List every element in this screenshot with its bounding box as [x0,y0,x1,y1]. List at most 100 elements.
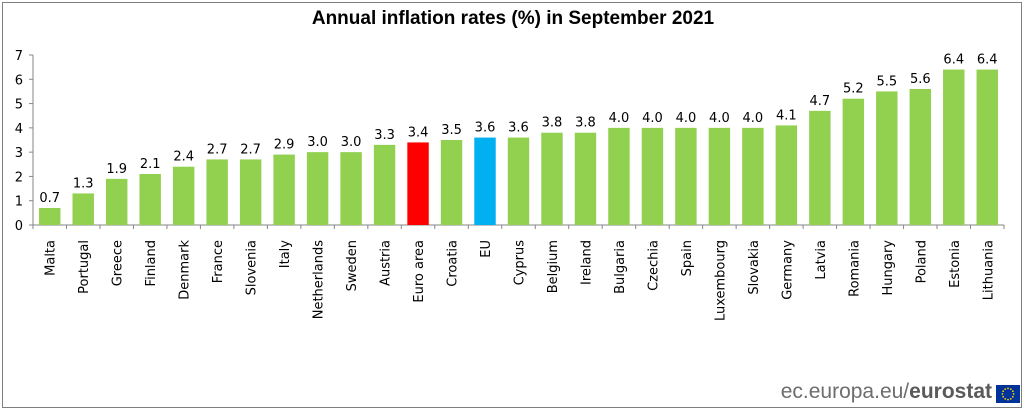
bar-bulgaria [608,127,630,225]
bar-croatia [440,140,463,225]
value-label: 4.0 [642,111,663,126]
y-tick-label: 3 [15,146,23,161]
bar-netherlands [306,152,329,225]
y-tick-label: 0 [15,219,23,234]
bar-luxembourg [708,127,731,225]
bar-romania [842,98,865,225]
bar-malta [39,208,61,225]
category-label: Finland [144,240,159,286]
category-label: Czechia [646,240,661,291]
value-label: 3.4 [408,125,429,140]
category-label: Belgium [546,240,561,293]
eu-flag-star [1011,395,1014,398]
category-label: France [211,240,226,283]
bar-ireland [574,132,597,225]
eu-flag-star [1002,395,1005,398]
axes: 0 1 2 3 4 5 6 7 [15,49,1005,234]
value-label: 4.1 [776,108,797,123]
category-label: Bulgaria [613,240,628,294]
value-label: 2.1 [140,157,161,172]
value-label: 3.8 [575,116,596,131]
bar-spain [675,127,697,225]
bar-eu [474,137,496,225]
category-label: Estonia [948,240,963,288]
source-prefix: ec.europa.eu/ [780,380,910,403]
category-label: Luxembourg [713,240,728,321]
category-label: Lithuania [981,240,996,300]
value-label: 2.4 [173,150,194,165]
chart-title: Annual inflation rates (%) in September … [311,8,715,29]
y-tick-label: 1 [15,195,23,210]
value-label: 2.7 [240,142,261,157]
bar-italy [273,154,295,225]
eu-flag-star [1012,393,1015,395]
y-tick-label: 6 [15,73,23,88]
eu-flag-stars [1001,387,1015,401]
value-label: 0.7 [39,191,60,206]
category-label: Netherlands [312,240,327,319]
bar-cyprus [507,137,530,225]
category-label: Cyprus [513,240,528,286]
eu-flag-star [1001,393,1004,395]
eu-flag-star [1004,397,1007,400]
bar-denmark [172,166,195,225]
y-tick-label: 5 [15,98,23,113]
eu-flag-star [1007,398,1009,401]
bar-hungary [876,91,898,225]
category-label: Italy [278,240,293,269]
category-label: Denmark [178,240,193,300]
bar-sweden [340,152,362,225]
bar-belgium [541,132,563,225]
value-label: 5.2 [843,82,864,97]
bar-poland [909,89,932,225]
bar-lithuania [976,69,998,225]
source-credit[interactable]: ec.europa.eu/eurostat [781,380,992,404]
bars [39,69,998,225]
value-label: 2.7 [207,142,228,157]
bar-latvia [809,110,831,225]
category-label: Slovenia [245,240,260,295]
category-label: Slovakia [747,240,762,295]
category-label: Romania [847,240,862,297]
category-label: Austria [379,240,394,286]
value-label: 4.0 [743,111,764,126]
category-label: Ireland [579,240,594,285]
category-label: Germany [780,240,795,300]
value-label: 5.6 [910,72,931,87]
value-label: 4.0 [609,111,630,126]
category-label: Sweden [345,240,360,291]
value-label: 2.9 [274,138,295,153]
value-label: 3.6 [475,121,496,136]
eu-flag-star [1009,397,1012,400]
value-label: 3.0 [307,135,328,150]
bar-slovenia [239,159,262,225]
eu-flag-icon [996,385,1020,403]
value-label: 3.0 [341,135,362,150]
value-labels: 0.7 1.3 1.9 2.1 2.4 2.7 2.7 2.9 3.0 3.0 3.3 3.4 3.5 3… [39,53,997,206]
bar-austria [373,144,396,225]
category-label: Portugal [77,240,92,294]
bar-portugal [72,193,94,225]
bar-euro-area [407,142,429,225]
value-label: 3.5 [441,123,462,138]
category-labels: Malta Portugal Greece Finland Denmark France S… [44,240,997,321]
category-label: Spain [680,240,695,276]
eu-flag-background [996,385,1020,403]
eu-flag-star [1009,388,1012,391]
bar-finland [139,174,161,225]
bar-germany [775,125,798,225]
bar-slovakia [742,127,764,225]
value-label: 3.8 [542,116,563,131]
category-label: EU [479,240,494,258]
category-label: Poland [914,240,929,283]
bar-france [206,159,228,225]
value-label: 3.3 [374,128,395,143]
value-label: 3.6 [508,121,529,136]
category-label: Malta [44,240,59,276]
y-tick-label: 2 [15,170,23,185]
source-brand: eurostat [909,380,992,403]
category-label: Greece [111,240,126,286]
eu-flag-star [1002,390,1005,393]
value-label: 4.0 [676,111,697,126]
